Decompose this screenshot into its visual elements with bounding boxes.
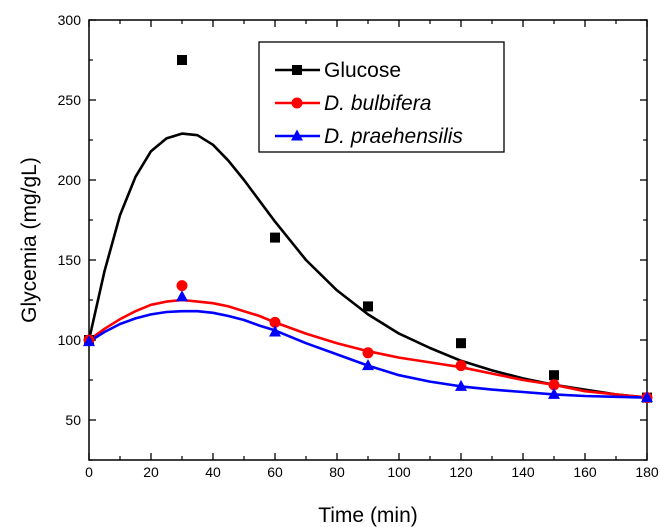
x-tick-label: 140 [511,464,535,480]
x-tick-label: 40 [205,464,221,480]
data-point-series-1 [363,301,373,312]
x-tick-label: 120 [449,464,473,480]
legend-label-series-3: D. praehensilis [324,125,463,148]
x-tick-label: 160 [573,464,597,480]
y-axis-label: Glycemia (mg/gL) [18,157,41,323]
y-tick-label: 150 [58,252,82,268]
x-tick-label: 20 [143,464,159,480]
data-point-series-2 [269,316,281,328]
legend-marker-series-1 [292,65,302,75]
data-point-series-2 [455,360,467,372]
y-tick-label: 300 [58,12,82,28]
data-point-series-1 [549,370,559,381]
data-point-series-3 [176,290,188,302]
x-tick-label: 80 [329,464,345,480]
data-point-series-2 [176,280,188,292]
y-tick-label: 200 [58,172,82,188]
x-tick-label: 180 [635,464,659,480]
y-tick-label: 250 [58,92,82,108]
data-point-series-1 [456,338,466,349]
data-point-series-3 [362,359,374,371]
legend-label-series-1: Glucose [324,59,401,82]
legend-marker-series-3 [291,129,303,141]
x-tick-label: 100 [387,464,411,480]
x-axis-ticks: 0 20 40 60 80 100 120 140 160 180 [85,20,659,480]
data-point-series-3 [548,387,560,399]
x-axis-label: Time (min) [318,504,418,527]
data-point-series-3 [269,325,281,337]
legend-box [258,41,505,153]
y-tick-label: 100 [58,332,82,348]
data-point-series-1 [270,232,280,243]
y-tick-label: 50 [65,412,81,428]
fit-line-series-1 [87,132,648,399]
data-point-series-3 [83,335,95,347]
data-point-series-2 [548,379,560,391]
data-point-series-3 [641,391,653,403]
legend: Glucose D. bulbifera D. praehensilis [258,41,505,153]
data-point-series-2 [362,347,374,359]
data-point-series-3 [455,379,467,391]
data-markers [83,55,653,404]
data-point-series-1 [177,55,187,65]
legend-marker-series-2 [291,97,303,109]
legend-label-series-2: D. bulbifera [324,92,431,115]
x-tick-label: 0 [85,464,93,480]
x-tick-label: 60 [267,464,283,480]
y-axis-ticks: 50 100 150 200 250 300 [58,12,647,461]
